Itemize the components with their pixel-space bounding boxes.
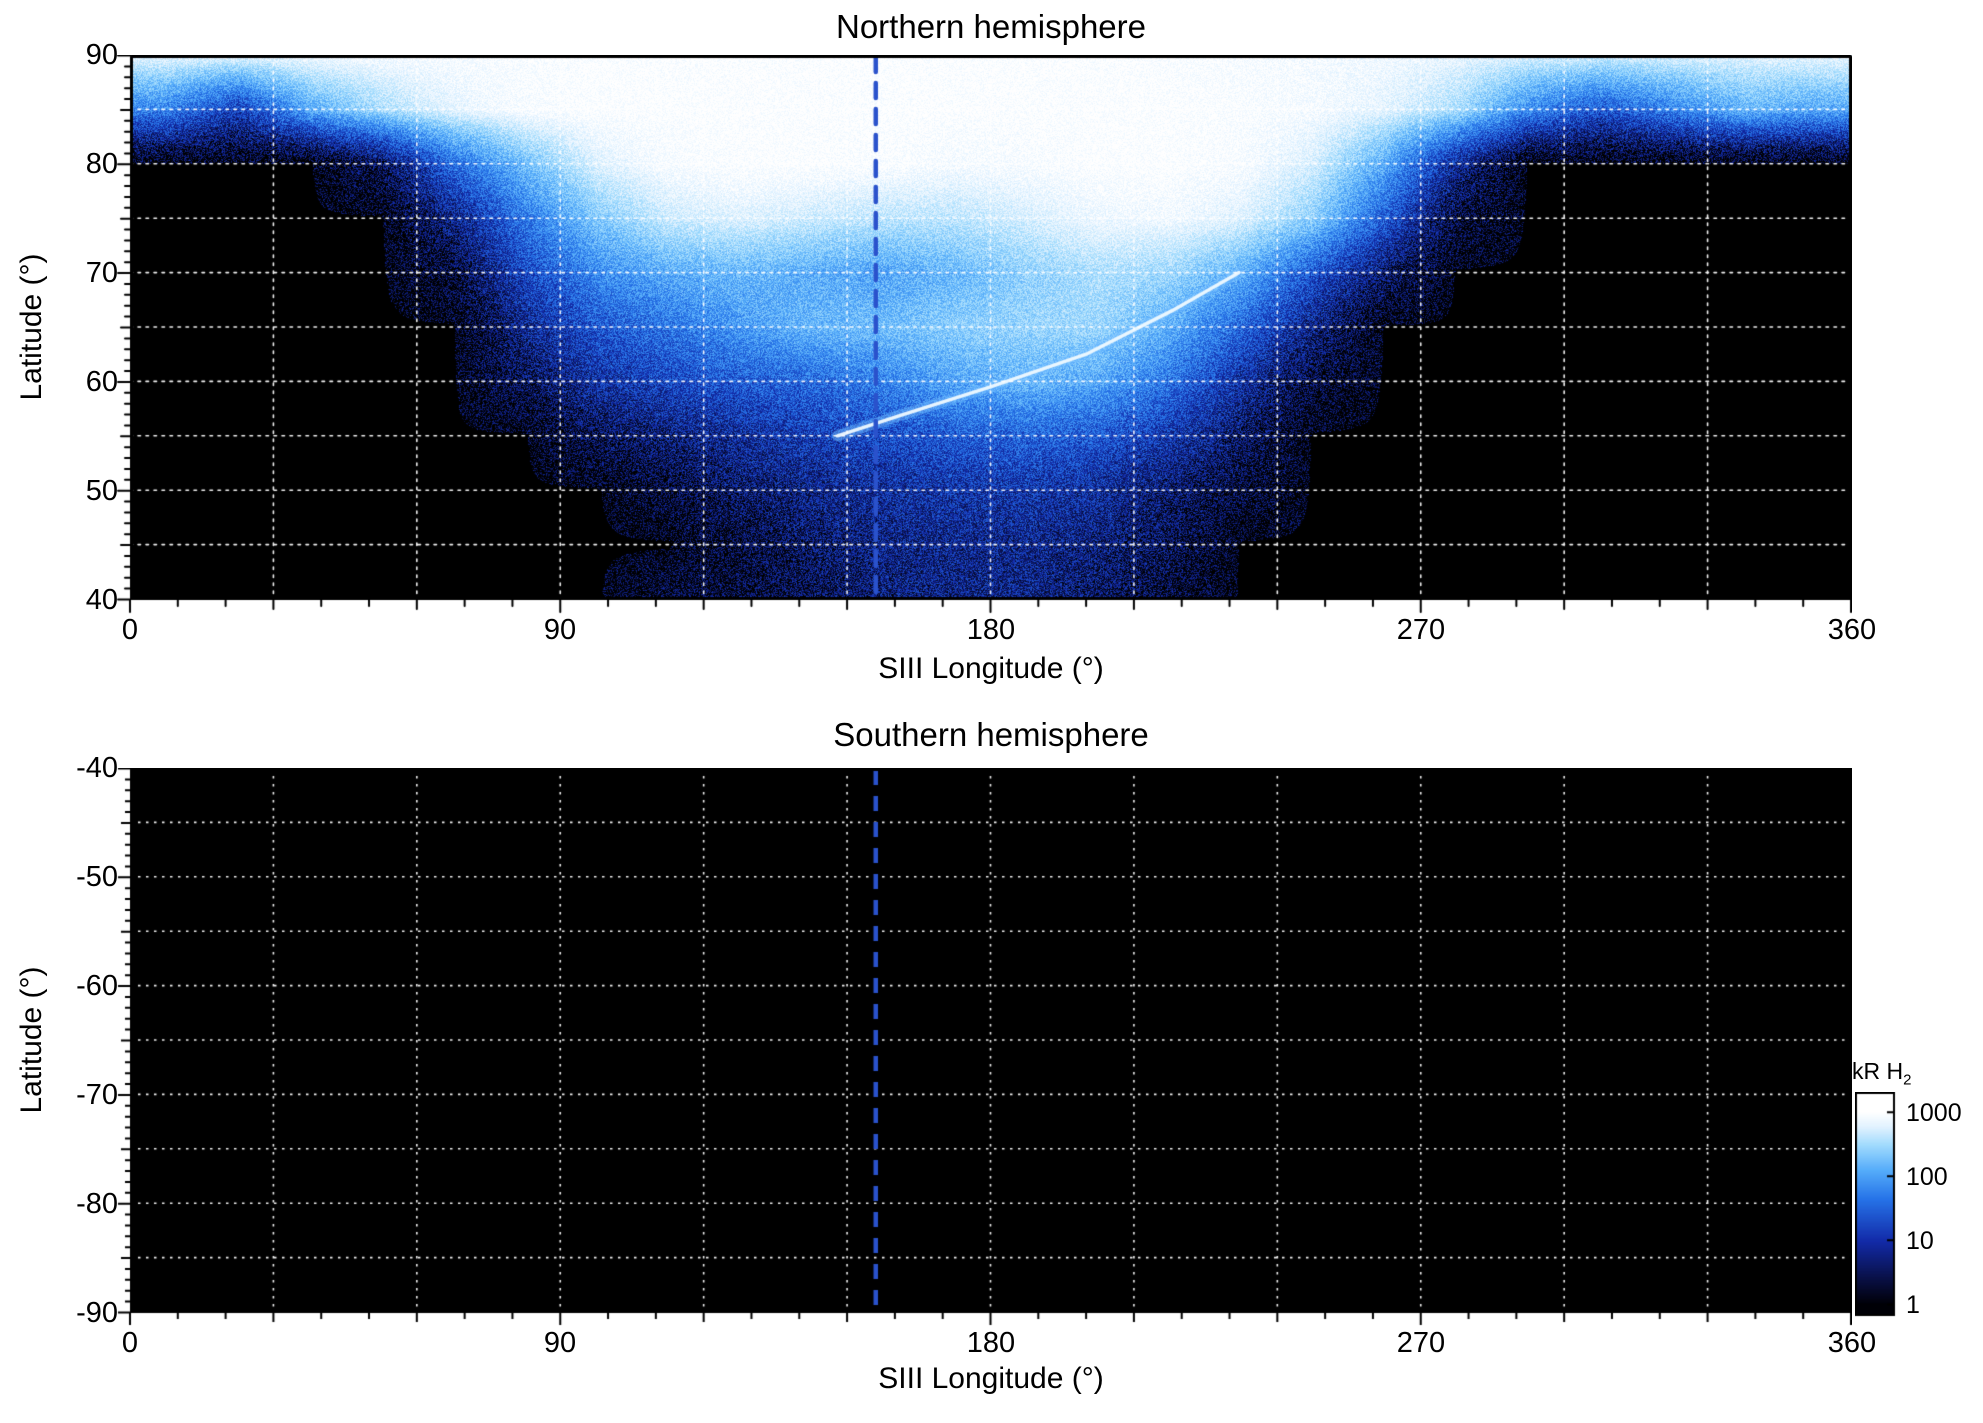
north-y-tick-40: 40 [48, 584, 118, 616]
north-panel-title: Northern hemisphere [130, 8, 1852, 46]
north-x-tick-90: 90 [490, 614, 630, 646]
north-y-tick-80: 80 [48, 148, 118, 180]
colorbar-label: kR H2 [1852, 1058, 1911, 1089]
south-panel-title: Southern hemisphere [130, 716, 1852, 754]
south-y-tick--60: -60 [48, 970, 118, 1002]
north-x-axis-label: SIII Longitude (°) [130, 652, 1852, 686]
north-x-tick-360: 360 [1782, 614, 1922, 646]
south-x-tick-180: 180 [921, 1327, 1061, 1359]
south-x-tick-0: 0 [60, 1327, 200, 1359]
colorbar-tick-100: 100 [1906, 1162, 1983, 1192]
colorbar-tick-1000: 1000 [1906, 1098, 1983, 1128]
south-x-axis-label: SIII Longitude (°) [130, 1362, 1852, 1396]
north-y-tick-90: 90 [48, 39, 118, 71]
north-y-tick-60: 60 [48, 366, 118, 398]
north-y-axis-label: Latitude (°) [15, 253, 49, 400]
south-x-tick-360: 360 [1782, 1327, 1922, 1359]
south-y-tick--40: -40 [48, 752, 118, 784]
auroral-emission-figure: Northern hemisphere Latitude (°) 90 80 7… [0, 0, 1983, 1423]
south-x-tick-270: 270 [1351, 1327, 1491, 1359]
north-x-tick-270: 270 [1351, 614, 1491, 646]
south-y-tick--80: -80 [48, 1188, 118, 1220]
north-x-tick-180: 180 [921, 614, 1061, 646]
north-x-tick-0: 0 [60, 614, 200, 646]
colorbar-label-text: kR H [1852, 1058, 1903, 1084]
south-y-axis-label: Latitude (°) [15, 966, 49, 1113]
south-y-tick--90: -90 [48, 1297, 118, 1329]
south-y-tick--50: -50 [48, 861, 118, 893]
south-x-tick-90: 90 [490, 1327, 630, 1359]
colorbar-tick-1: 1 [1906, 1290, 1983, 1320]
south-y-tick--70: -70 [48, 1079, 118, 1111]
colorbar-label-subscript: 2 [1903, 1072, 1911, 1089]
north-y-tick-70: 70 [48, 257, 118, 289]
south-heatmap-canvas [112, 768, 1852, 1331]
north-y-tick-50: 50 [48, 475, 118, 507]
colorbar-canvas [1855, 1092, 1897, 1318]
north-heatmap-canvas [112, 55, 1852, 618]
colorbar-tick-10: 10 [1906, 1226, 1983, 1256]
